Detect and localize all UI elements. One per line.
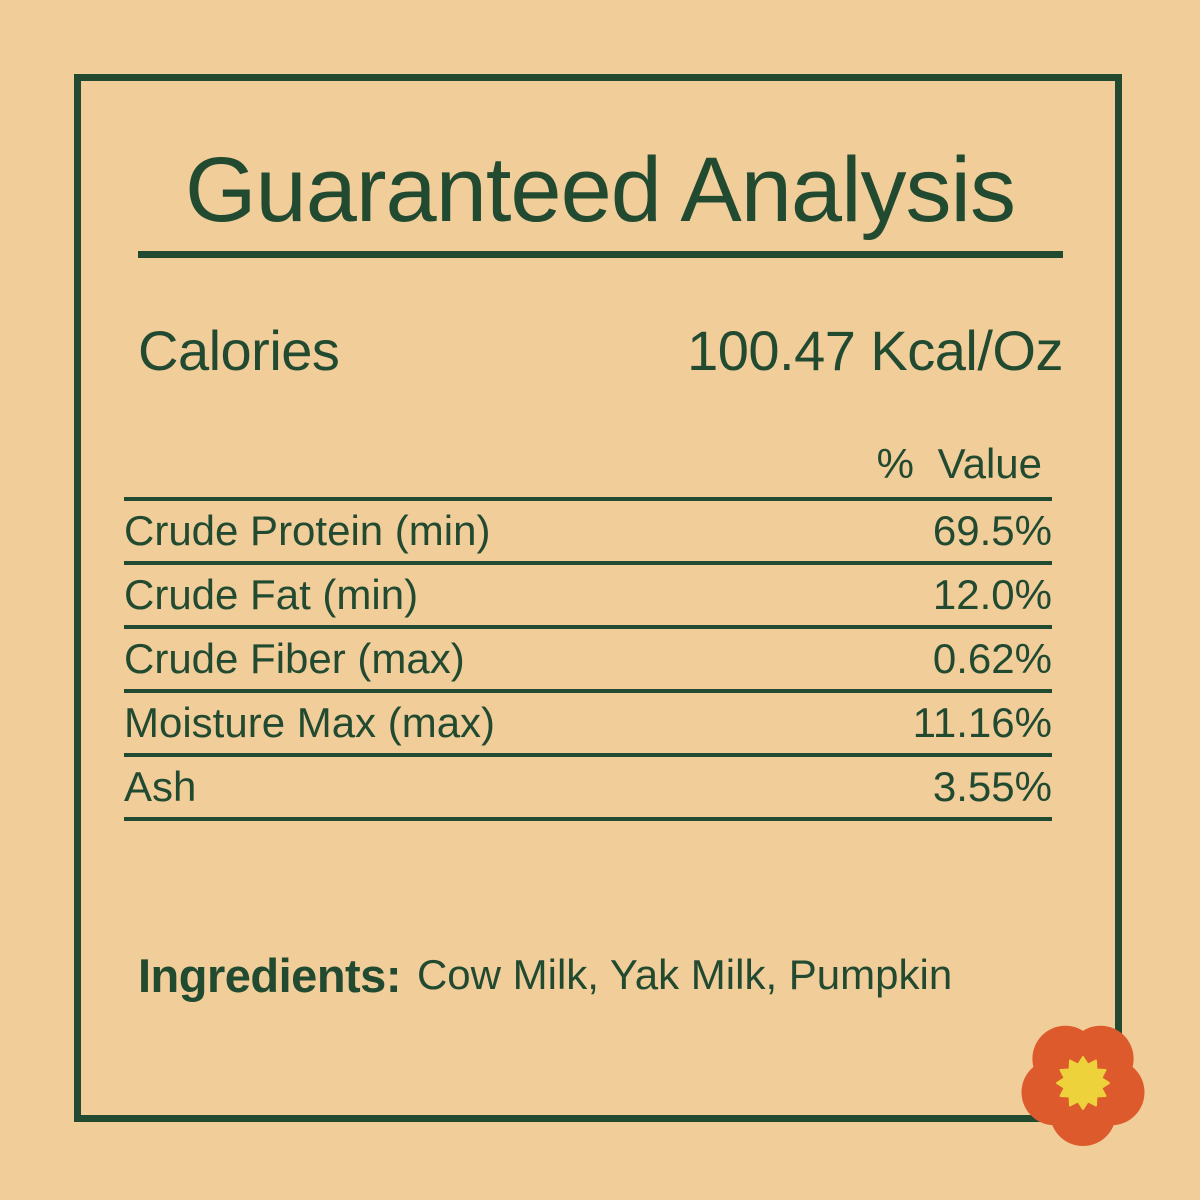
row-label: Ash: [124, 763, 197, 810]
row-label: Crude Fat (min): [124, 571, 419, 618]
calories-value: 100.47 Kcal/Oz: [687, 318, 1063, 382]
table-row: Crude Fiber (max) 0.62%: [124, 629, 1052, 693]
table-header: % Value: [124, 430, 1052, 501]
analysis-table: % Value Crude Protein (min) 69.5% Crude …: [124, 430, 1052, 821]
row-value: 69.5%: [932, 507, 1052, 554]
ingredients-value: Cow Milk, Yak Milk, Pumpkin: [416, 951, 953, 998]
row-value: 11.16%: [912, 699, 1052, 746]
title-underline: [138, 251, 1063, 258]
table-row: Crude Protein (min) 69.5%: [124, 501, 1052, 565]
row-label: Crude Protein (min): [124, 507, 491, 554]
ingredients-label: Ingredients:: [138, 948, 401, 1002]
table-row: Moisture Max (max) 11.16%: [124, 693, 1052, 757]
calories-label: Calories: [138, 318, 340, 382]
table-header-label: % Value: [876, 439, 1042, 487]
row-value: 3.55%: [932, 763, 1052, 810]
flower-icon: [1021, 1025, 1145, 1146]
row-value: 0.62%: [932, 635, 1052, 682]
calories-row: Calories 100.47 Kcal/Oz: [138, 318, 1063, 382]
row-value: 12.0%: [932, 571, 1052, 618]
border-frame: [74, 74, 1122, 1122]
page-title: Guaranteed Analysis: [185, 139, 1016, 241]
table-row: Crude Fat (min) 12.0%: [124, 565, 1052, 629]
table-row: Ash 3.55%: [124, 757, 1052, 821]
row-label: Crude Fiber (max): [124, 635, 465, 682]
ingredients-row: Ingredients: Cow Milk, Yak Milk, Pumpkin: [138, 943, 1063, 1007]
row-label: Moisture Max (max): [124, 699, 496, 746]
